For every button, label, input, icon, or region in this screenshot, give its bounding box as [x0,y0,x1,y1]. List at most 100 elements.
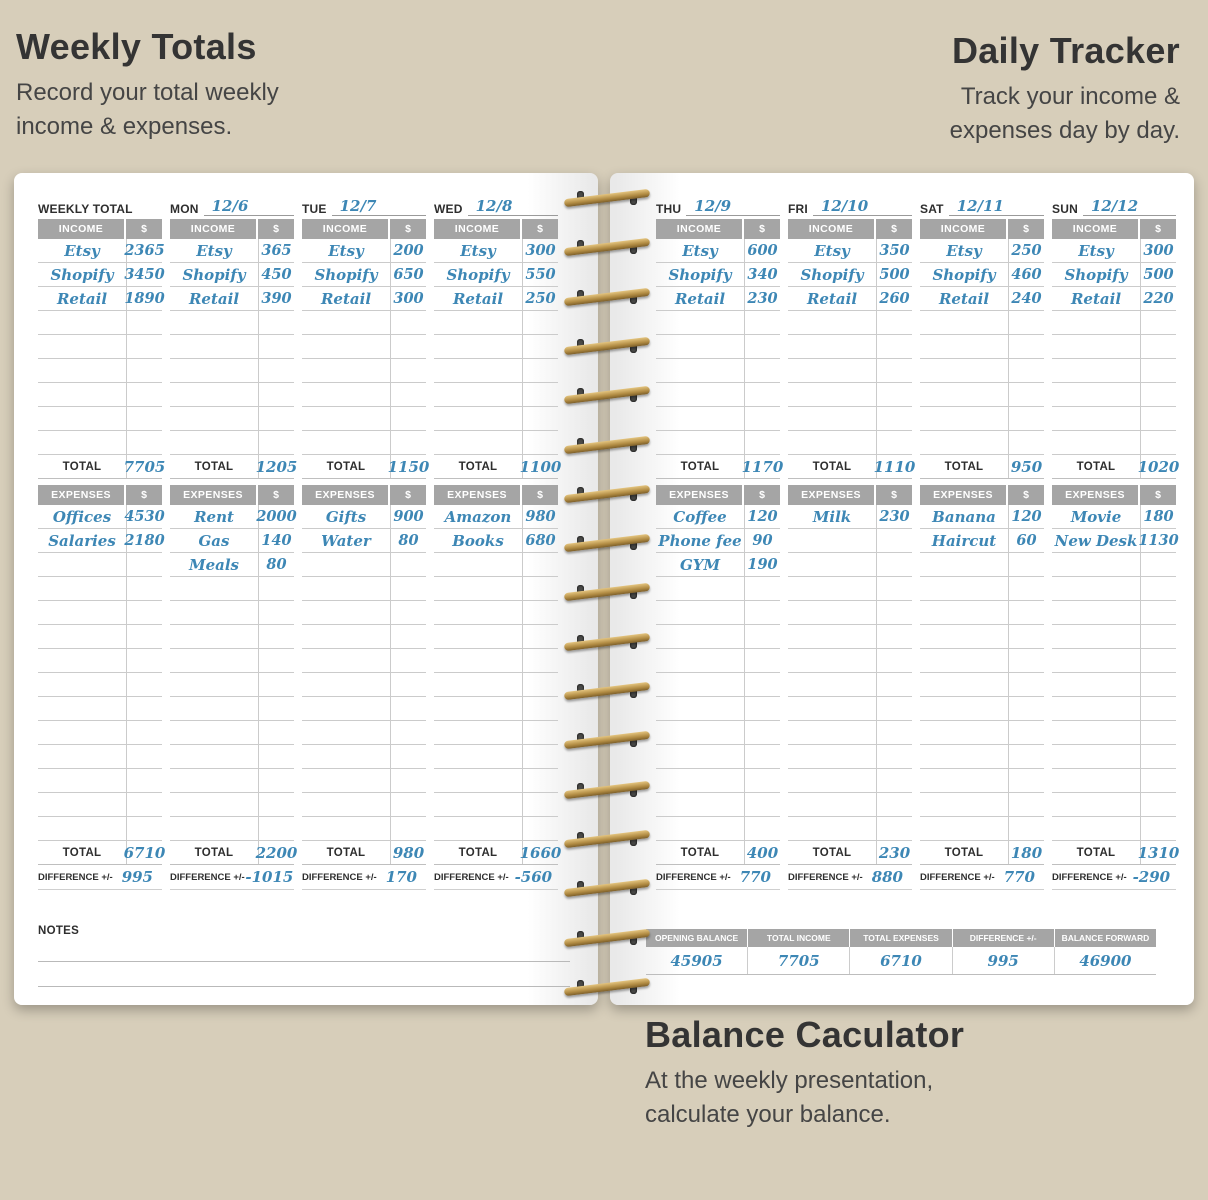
expenses-entry-amount [126,601,162,624]
income-entry-amount [126,359,162,382]
expenses-row [434,601,558,625]
expenses-entry-amount [126,817,162,840]
spiral-coil [563,977,651,997]
expenses-header: EXPENSES $ [170,485,294,505]
income-entry-amount: 550 [522,263,558,286]
income-entry-amount: 3450 [124,263,165,286]
balance-summary-table: OPENING BALANCE TOTAL INCOME TOTAL EXPENSE… [646,929,1157,975]
notes-ruled-line [38,962,570,987]
spiral-coil [563,237,651,257]
income-entry-name [302,359,390,382]
expenses-entry-name [1052,793,1140,816]
dollar-label: $ [744,485,780,505]
income-entry-amount [744,383,780,406]
column-header: MON 12/6 [170,193,294,217]
income-entry-amount [1008,359,1044,382]
income-entry-amount [1008,407,1044,430]
spiral-notebook: WEEKLY TOTAL INCOME $ Etsy 2365 Shopify 3450 Re… [14,173,1194,1005]
income-entry-name: Etsy [1078,241,1114,260]
summary-header-cell: DIFFERENCE +/- [952,929,1054,947]
expenses-row [38,721,162,745]
expenses-entry-amount [522,577,558,600]
expenses-entry-amount: 80 [390,529,426,552]
income-label: INCOME [434,219,520,239]
expenses-entry-name [38,649,126,672]
income-entry-name [170,383,258,406]
expenses-row [38,673,162,697]
income-header: INCOME $ [302,219,426,239]
spiral-coil [563,484,651,504]
expenses-row [38,697,162,721]
expenses-row [1052,577,1176,601]
income-row [656,383,780,407]
total-label: TOTAL [680,460,720,473]
income-entry-name [170,431,258,454]
income-row [302,383,426,407]
dollar-label: $ [1008,219,1044,239]
expenses-entry-name [302,625,390,648]
column-header: THU 12/9 [656,193,780,217]
income-entry-name: Retail [674,289,726,308]
expenses-row [302,625,426,649]
expenses-entry-amount [258,577,294,600]
income-row [656,311,780,335]
expenses-total-row: TOTAL 2200 [170,841,297,865]
income-row: Shopify 460 [920,263,1044,287]
expenses-entry-name: Offices [52,507,112,526]
income-entry-amount [390,383,426,406]
expenses-entry-name [434,769,522,792]
income-entry-amount [1140,383,1176,406]
income-row: Shopify 550 [434,263,558,287]
expenses-entry-amount [258,697,294,720]
expenses-entry-name: Meals [188,555,239,574]
expenses-entry-name: Amazon [444,507,512,526]
expenses-entry-amount [1140,577,1176,600]
expenses-entry-amount: 190 [744,553,780,576]
expenses-entry-name [920,601,1008,624]
notes-label: NOTES [38,925,80,937]
expenses-entry-amount [522,697,558,720]
expenses-entry-name: Gas [198,531,230,550]
expenses-row: Banana 120 [920,505,1044,529]
column-date: 12/7 [339,197,377,215]
income-entry-name [302,311,390,334]
dollar-label: $ [258,485,294,505]
income-row [656,335,780,359]
expenses-row [1052,553,1176,577]
income-entry-amount [876,311,912,334]
income-entry-name: Shopify [800,265,864,284]
expenses-row [788,721,912,745]
expenses-entry-amount [876,529,912,552]
daily-tracker-annotation: Daily Tracker Track your income & expens… [950,30,1180,147]
expenses-row [1052,697,1176,721]
expenses-entry-name [302,553,390,576]
income-label: INCOME [920,219,1006,239]
income-row [302,359,426,383]
expenses-row [38,745,162,769]
expenses-entry-name [170,673,258,696]
expenses-row: Gifts 900 [302,505,426,529]
expenses-row: New Desk 1130 [1052,529,1179,553]
income-row: Etsy 300 [434,239,558,263]
expenses-row: Haircut 60 [920,529,1044,553]
balance-calculator-subtitle-line2: calculate your balance. [645,1100,891,1128]
expenses-row [788,529,912,553]
planner-column-5: FRI 12/10 INCOME $ Etsy 350 Shopify 500 Retail 26… [788,193,915,890]
income-row [434,383,558,407]
income-entry-amount: 500 [876,263,912,286]
income-entry-amount [876,383,912,406]
expenses-entry-name [38,745,126,768]
column-header: SUN 12/12 [1052,193,1176,217]
expenses-entry-name [302,649,390,672]
expenses-row [302,601,426,625]
difference-value: 995 [121,868,153,886]
income-entry-amount: 230 [744,287,780,310]
income-entry-amount [126,431,162,454]
expenses-entry-name [1052,721,1140,744]
expenses-entry-amount [522,793,558,816]
income-row [1052,311,1176,335]
expenses-entry-amount [522,817,558,840]
difference-label: DIFFERENCE +/- [656,871,731,883]
spiral-coil [563,878,651,898]
